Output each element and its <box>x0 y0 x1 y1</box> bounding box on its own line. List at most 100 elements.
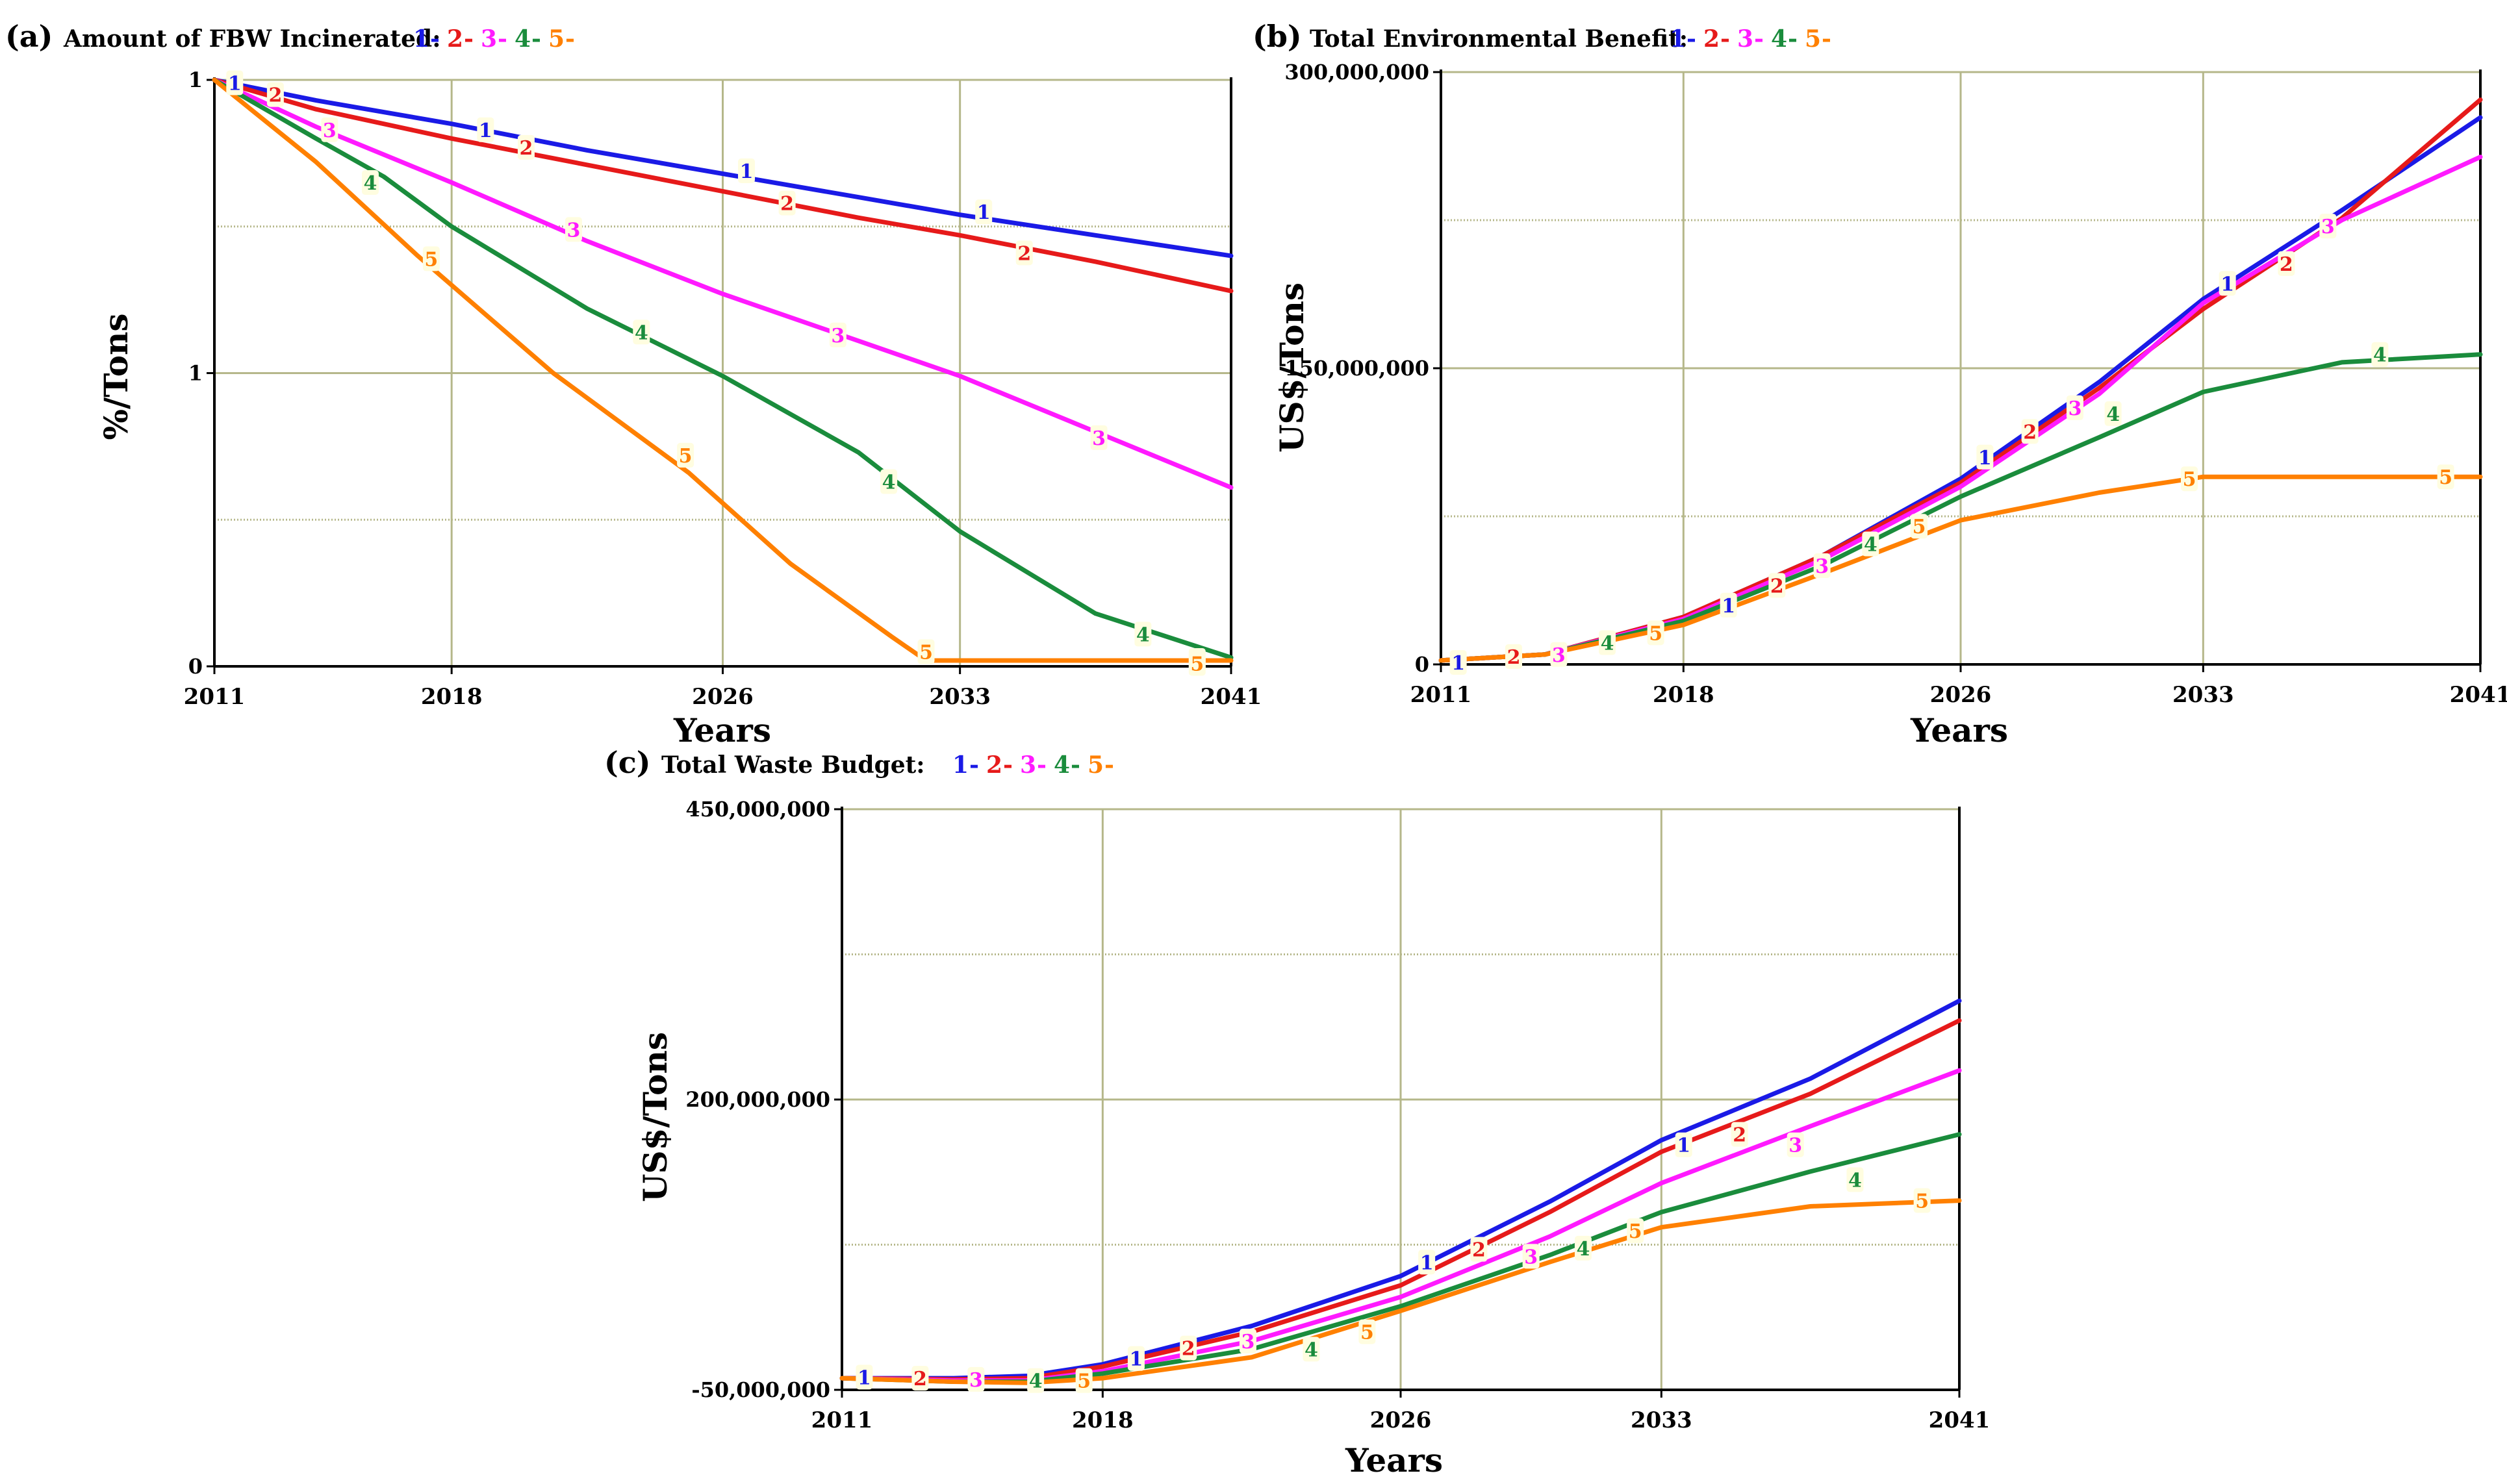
panel-a-marker-label: 3 <box>567 219 581 242</box>
legend-item-1: 1 <box>413 25 429 53</box>
panel-a-series-2-line <box>212 77 1234 294</box>
panel-b-x-tick-label: 2018 <box>1653 682 1714 708</box>
panel-b-marker-2: 2 <box>2278 251 2295 276</box>
panel-a-marker-1: 1 <box>226 70 244 95</box>
legend-separator: - <box>498 25 507 53</box>
panel-a-marker-bg <box>677 442 694 468</box>
panel-c-marker-bg <box>1846 1167 1864 1192</box>
panel-a-marker-bg <box>226 70 244 95</box>
panel-c-marker-label: 5 <box>1360 1322 1374 1344</box>
panel-a-marker-2: 2 <box>778 190 796 216</box>
panel-a-letter: (a) <box>5 19 53 54</box>
panel-b-marker-4: 4 <box>2371 342 2389 367</box>
panel-b-marker-5: 5 <box>1647 620 1664 646</box>
panel-c-marker-label: 5 <box>1915 1190 1929 1213</box>
panel-a-y-tick-label: 1 <box>188 68 203 92</box>
panel-a-marker-bg <box>361 170 379 195</box>
panel-b-marker-bg <box>1599 630 1616 655</box>
panel-c-marker-5: 5 <box>1627 1218 1644 1244</box>
panel-b-plot: 0 150,000,000 300,000,000 2011 2018 2026 2033 2… <box>1284 60 2507 708</box>
panel-a: (a) Amount of FBW Incinerated: 1-2-3-4-5… <box>5 19 1262 749</box>
panel-b-marker-label: 1 <box>1722 595 1735 618</box>
panel-a-series-4-line <box>212 77 1234 660</box>
panel-b-marker-label: 2 <box>1770 575 1784 597</box>
panel-c-marker-bg <box>1627 1218 1644 1244</box>
legend-item-3: 3 <box>481 25 497 53</box>
panel-b: (b) Total Environmental Benefit: 1-2-3-4… <box>1253 19 2507 749</box>
panel-c-marker-2: 2 <box>1180 1335 1197 1361</box>
panel-a-marker-bg <box>1188 651 1206 676</box>
panel-b-marker-5: 5 <box>1911 514 1928 539</box>
panel-a-marker-label: 4 <box>882 472 896 494</box>
panel-c-marker-label: 1 <box>1129 1348 1143 1371</box>
panel-b-marker-bg <box>2067 395 2083 420</box>
panel-b-marker-label: 1 <box>2221 273 2234 296</box>
panel-b-x-tick-label: 2033 <box>2172 682 2234 708</box>
panel-c-marker-label: 2 <box>1182 1338 1195 1361</box>
panel-a-marker-4: 4 <box>1134 622 1152 647</box>
panel-b-y-tick-label: 300,000,000 <box>1284 60 1429 84</box>
panel-c-marker-2: 2 <box>1470 1237 1488 1262</box>
panel-b-marker-bg <box>1862 531 1879 557</box>
legend-separator: - <box>1003 751 1013 779</box>
panel-c-x-axis-title: Years <box>1345 1441 1443 1479</box>
legend-item-1: 1 <box>1670 25 1686 53</box>
panel-b-marker-bg <box>1720 592 1737 618</box>
panel-a-marker-bg <box>633 320 650 345</box>
panel-c-marker-1: 1 <box>856 1365 873 1390</box>
panel-c-marker-label: 2 <box>1472 1239 1486 1262</box>
panel-b-y-tick-label: 150,000,000 <box>1284 356 1429 381</box>
panel-a-x-tick-label: 2018 <box>421 684 483 710</box>
panel-a-y-tick-label: 1 <box>188 361 203 386</box>
legend-item-2: 2 <box>447 25 463 53</box>
panel-c-marker-label: 4 <box>1848 1169 1862 1192</box>
panel-a-marker-bg <box>477 117 494 142</box>
panel-c-marker-5: 5 <box>1075 1368 1093 1393</box>
legend-item-4: 4 <box>515 25 531 53</box>
panel-b-marker-1: 1 <box>2219 271 2236 296</box>
panel-b-marker-label: 5 <box>2439 466 2452 489</box>
panel-a-y-axis-title: %/Tons <box>97 313 135 440</box>
legend-item-1: 1 <box>952 751 969 779</box>
panel-b-marker-bg <box>1911 514 1928 539</box>
panel-c-marker-label: 1 <box>1420 1251 1434 1274</box>
panel-c-marker-2: 2 <box>1731 1122 1748 1147</box>
panel-a-plot: 0112011201820262033204111112222333344444… <box>184 68 1262 710</box>
panel-a-marker-3: 3 <box>829 322 846 347</box>
panel-b-marker-label: 4 <box>1864 534 1877 557</box>
panel-b-marker-label: 2 <box>2023 421 2037 444</box>
legend-item-2: 2 <box>1703 25 1720 53</box>
panel-a-marker-bg <box>917 639 935 664</box>
panel-b-x-axis-title: Years <box>1910 711 2008 749</box>
panel-a-marker-label: 4 <box>635 321 648 344</box>
panel-c-marker-4: 4 <box>1303 1337 1320 1362</box>
panel-c-marker-bg <box>1239 1328 1256 1353</box>
panel-b-series-5-line <box>1438 474 2483 663</box>
panel-c-y-tick-label: 200,000,000 <box>685 1087 830 1112</box>
legend-separator: - <box>1071 751 1080 779</box>
panel-c-marker-bg <box>1027 1368 1045 1393</box>
panel-c-marker-bg <box>1127 1346 1145 1371</box>
panel-c-marker-bg <box>1358 1319 1376 1344</box>
legend-item-3: 3 <box>1020 751 1036 779</box>
panel-a-marker-4: 4 <box>361 170 379 195</box>
panel-c-marker-label: 5 <box>1629 1220 1642 1243</box>
panel-c-marker-4: 4 <box>1846 1167 1864 1192</box>
panel-a-marker-3: 3 <box>321 117 338 142</box>
panel-b-marker-2: 2 <box>2021 419 2039 444</box>
panel-b-marker-3: 3 <box>1813 553 1831 578</box>
legend-separator: - <box>565 25 575 53</box>
panel-b-marker-1: 1 <box>1720 592 1737 618</box>
panel-b-marker-bg <box>2021 419 2039 444</box>
panel-c-marker-label: 3 <box>1241 1331 1254 1353</box>
panel-c-marker-bg <box>1470 1237 1488 1262</box>
legend-item-5: 5 <box>548 25 565 53</box>
panel-c-marker-bg <box>967 1366 985 1392</box>
panel-b-marker-bg <box>1976 444 1994 470</box>
panel-c-marker-3: 3 <box>1787 1132 1804 1157</box>
panel-a-marker-label: 3 <box>1092 427 1106 450</box>
panel-a-x-tick-label: 2033 <box>929 684 991 710</box>
panel-c-marker-3: 3 <box>967 1366 985 1392</box>
panel-c-legend: 1-2-3-4-5- <box>952 751 1114 779</box>
